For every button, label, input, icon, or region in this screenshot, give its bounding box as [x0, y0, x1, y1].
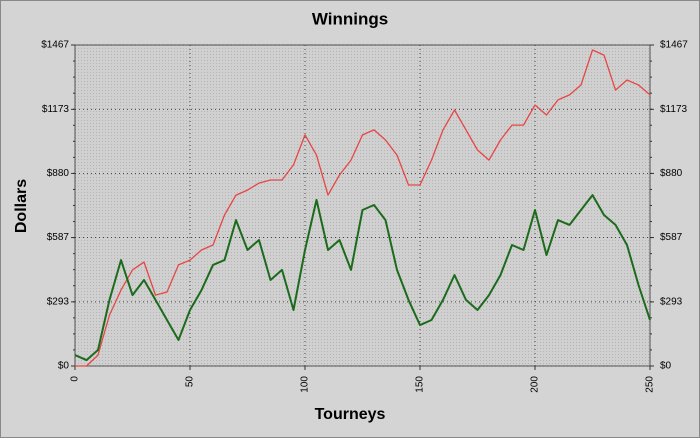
- x-tick-label: 200: [530, 376, 541, 393]
- chart-title: Winnings: [312, 9, 388, 28]
- y-tick-label: $1173: [42, 104, 70, 115]
- y-tick-label: $587: [47, 232, 70, 243]
- y-tick-label: $1467: [41, 40, 69, 51]
- series-line: [74, 194, 651, 362]
- x-tick-label: 50: [185, 376, 196, 388]
- x-axis-title: Tourneys: [315, 406, 386, 423]
- y2-tick-label: $1173: [660, 104, 688, 115]
- y-tick-label: $0: [58, 361, 70, 372]
- plot-area: [74, 44, 651, 367]
- y2-tick-label: $587: [660, 232, 683, 243]
- y2-tick-label: $880: [660, 168, 683, 179]
- y-tick-label: $293: [47, 297, 70, 308]
- series-line: [75, 49, 651, 367]
- x-tick-label: 0: [70, 376, 81, 382]
- x-tick-label: 150: [415, 376, 426, 393]
- x-tick-label: 250: [645, 376, 656, 393]
- y2-tick-label: $0: [660, 361, 672, 372]
- x-tick-label: 100: [300, 376, 311, 393]
- y2-tick-label: $293: [660, 297, 683, 308]
- y-axis-title: Dollars: [13, 179, 30, 233]
- y2-tick-label: $1467: [660, 40, 688, 51]
- y-tick-label: $880: [47, 168, 70, 179]
